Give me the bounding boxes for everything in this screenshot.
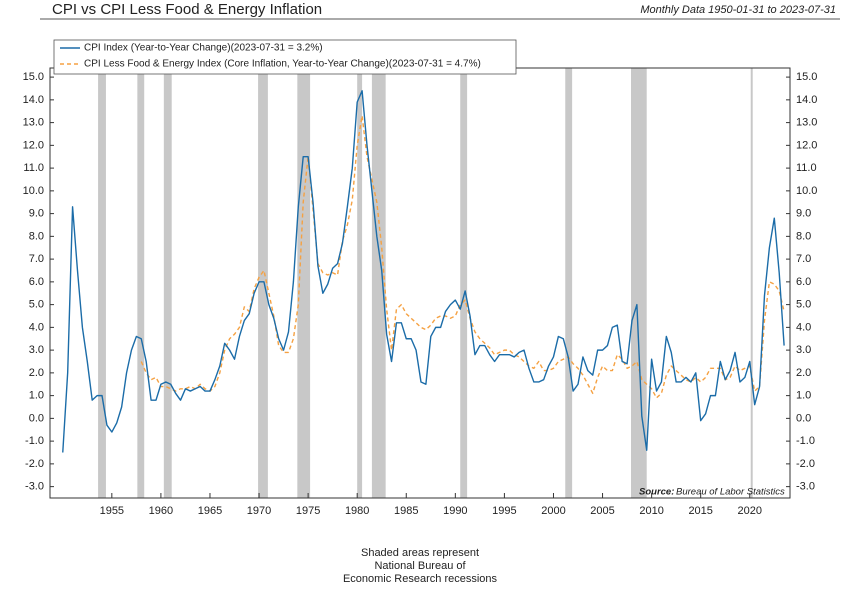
- recession-band: [460, 68, 468, 498]
- x-tick-label: 2005: [590, 505, 614, 517]
- y2-tick-label: 13.0: [796, 117, 817, 129]
- y-tick-label: 8.0: [29, 230, 44, 242]
- y-tick-label: -2.0: [25, 458, 44, 470]
- recession-band: [98, 68, 106, 498]
- plot-area: [62, 68, 785, 498]
- y-tick-label: -3.0: [25, 481, 44, 493]
- y2-tick-label: 14.0: [796, 94, 817, 106]
- y-tick-label: 13.0: [23, 117, 44, 129]
- y2-tick-label: 15.0: [796, 71, 817, 83]
- y-tick-label: 0.0: [29, 412, 44, 424]
- y2-tick-label: 1.0: [796, 390, 811, 402]
- y-tick-label: 1.0: [29, 390, 44, 402]
- legend-label: CPI Less Food & Energy Index (Core Infla…: [84, 59, 481, 70]
- y2-tick-label: 3.0: [796, 344, 811, 356]
- y2-tick-label: -1.0: [796, 435, 815, 447]
- note-line: Shaded areas represent: [361, 547, 479, 559]
- chart-subtitle: Monthly Data 1950-01-31 to 2023-07-31: [640, 4, 836, 16]
- y-tick-label: 6.0: [29, 276, 44, 288]
- y-tick-label: 12.0: [23, 139, 44, 151]
- recession-band: [565, 68, 573, 498]
- x-tick-label: 1980: [345, 505, 369, 517]
- y-tick-label: 7.0: [29, 253, 44, 265]
- recession-band: [631, 68, 647, 498]
- y2-tick-label: 7.0: [796, 253, 811, 265]
- y-tick-label: 5.0: [29, 299, 44, 311]
- recession-band: [371, 68, 386, 498]
- y2-tick-label: -2.0: [796, 458, 815, 470]
- y-tick-label: 15.0: [23, 71, 44, 83]
- y2-tick-label: 10.0: [796, 185, 817, 197]
- x-tick-label: 1990: [443, 505, 467, 517]
- source: Bureau of Labor Statistics: [676, 487, 785, 498]
- legend: [53, 39, 517, 75]
- x-tick-label: 1965: [198, 505, 222, 517]
- x-tick-label: 1975: [296, 505, 320, 517]
- x-tick-label: 2010: [639, 505, 663, 517]
- y2-tick-label: 4.0: [796, 321, 811, 333]
- y2-tick-label: 6.0: [796, 276, 811, 288]
- chart-title: CPI vs CPI Less Food & Energy Inflation: [52, 1, 322, 18]
- note-line: National Bureau of: [374, 560, 466, 572]
- y2-tick-label: -3.0: [796, 481, 815, 493]
- y2-tick-label: 9.0: [796, 208, 811, 220]
- y2-tick-label: 12.0: [796, 139, 817, 151]
- recession-band: [297, 68, 311, 498]
- y-tick-label: -1.0: [25, 435, 44, 447]
- source-label: Source:: [639, 487, 674, 498]
- y2-tick-label: 5.0: [796, 299, 811, 311]
- y2-tick-label: 2.0: [796, 367, 811, 379]
- x-tick-label: 1995: [492, 505, 516, 517]
- y-tick-label: 11.0: [23, 162, 44, 174]
- recession-band: [357, 68, 363, 498]
- y-tick-label: 3.0: [29, 344, 44, 356]
- y2-tick-label: 11.0: [796, 162, 817, 174]
- y-tick-label: 4.0: [29, 321, 44, 333]
- y-tick-label: 10.0: [23, 185, 44, 197]
- y2-tick-label: 0.0: [796, 412, 811, 424]
- y-tick-label: 9.0: [29, 208, 44, 220]
- recession-band: [137, 68, 145, 498]
- x-tick-label: 1985: [394, 505, 418, 517]
- plot-frame: [49, 67, 791, 499]
- y2-tick-label: 8.0: [796, 230, 811, 242]
- x-tick-label: 1970: [247, 505, 271, 517]
- y-tick-label: 14.0: [23, 94, 44, 106]
- x-tick-label: 2015: [688, 505, 712, 517]
- series-line: [62, 90, 785, 453]
- x-tick-label: 2000: [541, 505, 565, 517]
- note-line: Economic Research recessions: [343, 573, 498, 585]
- x-tick-label: 1955: [100, 505, 124, 517]
- recession-band: [750, 68, 753, 498]
- y-tick-label: 2.0: [29, 367, 44, 379]
- recession-band: [258, 68, 268, 498]
- legend-label: CPI Index (Year-to-Year Change)(2023-07-…: [84, 43, 323, 54]
- x-tick-label: 1960: [149, 505, 173, 517]
- x-tick-label: 2020: [738, 505, 762, 517]
- recession-band: [163, 68, 172, 498]
